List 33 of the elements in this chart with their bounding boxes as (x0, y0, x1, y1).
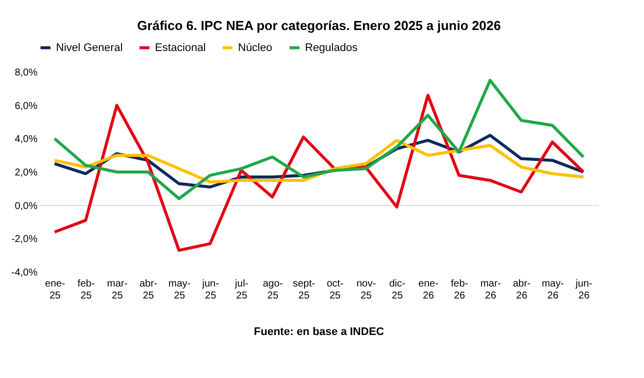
y-tick-label: 6,0% (14, 100, 38, 112)
x-tick-label: mar-26 (480, 278, 501, 302)
y-tick-label: 4,0% (14, 134, 38, 146)
legend-label: Regulados (305, 42, 358, 54)
x-tick-label: may-25 (168, 278, 191, 302)
x-tick-label: feb-26 (450, 278, 468, 302)
x-tick-label: abr-25 (139, 278, 158, 302)
y-tick-label: 8,0% (14, 68, 38, 78)
x-tick-label: ene-25 (45, 278, 66, 302)
x-tick-label: nov-25 (356, 278, 376, 302)
legend-label: Estacional (155, 42, 206, 54)
x-tick-label: sept-25 (292, 278, 316, 302)
x-tick-label: ago-25 (262, 278, 283, 302)
x-tick-label: mar-25 (106, 278, 128, 302)
x-tick-label: abr-26 (512, 278, 531, 302)
line-series (53, 78, 585, 200)
legend-label: Nivel General (56, 42, 123, 54)
x-tick-label: ene-26 (418, 278, 438, 302)
y-tick-label: -4,0% (11, 268, 38, 278)
y-tick-label: 0,0% (14, 200, 38, 212)
line-series (53, 94, 585, 252)
chart-title: Gráfico 6. IPC NEA por categorías. Enero 2025 a junio 2026 (137, 18, 501, 33)
x-tick-label: jun-26 (574, 278, 592, 302)
x-tick-label: dic-25 (389, 278, 406, 302)
legend-label: Núcleo (238, 42, 272, 54)
y-tick-label: -2,0% (11, 234, 38, 246)
x-tick-label: feb-25 (78, 278, 95, 302)
x-tick-label: may-26 (542, 278, 564, 302)
source-note: Fuente: en base a INDEC (254, 326, 384, 338)
x-tick-label: jun-25 (201, 278, 219, 302)
x-tick-label: jul-25 (234, 278, 248, 302)
x-tick-label: oct-25 (326, 278, 344, 302)
y-tick-label: 2,0% (14, 168, 38, 178)
